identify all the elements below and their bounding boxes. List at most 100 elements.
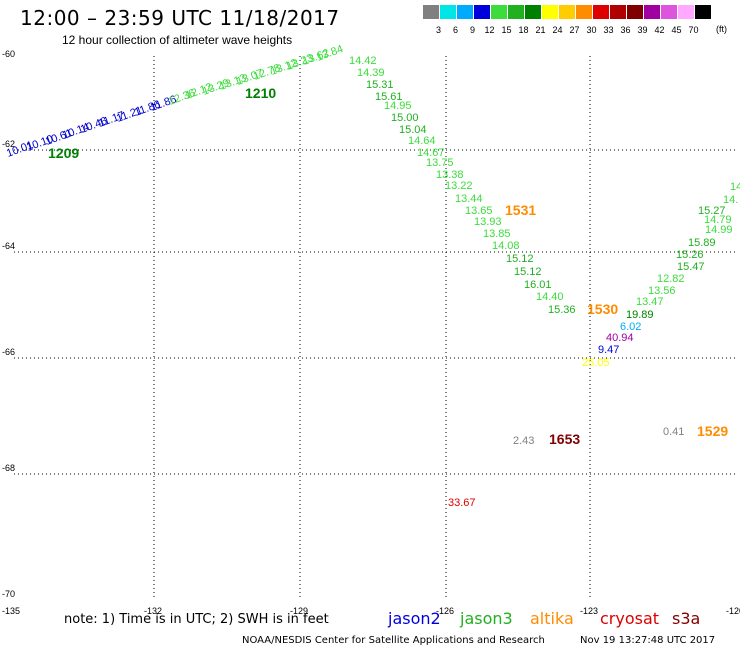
color-scale-swatch: [626, 5, 643, 19]
wave-height-value: 14.: [730, 181, 740, 193]
wave-height-value: 13.75: [426, 157, 454, 169]
wave-height-value: 14.99: [705, 224, 733, 236]
wave-height-value: 13.22: [445, 180, 473, 192]
wave-height-value: 14.: [723, 194, 738, 206]
wave-height-value: 13.85: [483, 228, 511, 240]
color-scale-swatch: [660, 5, 677, 19]
longitude-label: -135: [2, 606, 20, 616]
color-scale-swatch: [592, 5, 609, 19]
wave-height-value: 16.01: [524, 279, 552, 291]
wave-height-value: 2.43: [513, 435, 534, 447]
color-scale-label: 27: [569, 25, 580, 35]
wave-height-value: 14.39: [357, 67, 385, 79]
latitude-label: -70: [2, 589, 15, 599]
wave-height-value: 14.64: [408, 135, 436, 147]
color-scale-label: 15: [501, 25, 512, 35]
color-scale-label: 6: [452, 25, 458, 35]
wave-height-value: 25.05: [582, 357, 610, 369]
credit-line: NOAA/NESDIS Center for Satellite Applica…: [242, 635, 545, 646]
color-scale-label: 39: [637, 25, 648, 35]
map-title: 12:00 – 23:59 UTC 11/18/2017: [20, 6, 340, 30]
longitude-label: -126: [436, 606, 454, 616]
longitude-label: -123: [580, 606, 598, 616]
color-scale-label: 3: [435, 25, 441, 35]
wave-height-value: 12.82: [657, 273, 685, 285]
pass-time-label: 1653: [549, 431, 580, 447]
color-scale-swatch: [643, 5, 660, 19]
color-scale-swatch: [490, 5, 507, 19]
color-scale-label: 24: [552, 25, 563, 35]
pass-time-label: 1529: [697, 423, 728, 439]
wave-height-value: 33.67: [448, 497, 476, 509]
map-subtitle: 12 hour collection of altimeter wave hei…: [62, 33, 293, 47]
longitude-label: -129: [290, 606, 308, 616]
color-scale-swatch: [694, 5, 711, 19]
satellite-legend-jason3: jason3: [460, 609, 513, 628]
wave-height-value: 19.89: [626, 309, 654, 321]
color-scale-label: 45: [671, 25, 682, 35]
wave-height-value: 40.94: [606, 332, 634, 344]
pass-time-label: 1209: [48, 145, 79, 161]
color-scale-label: 42: [654, 25, 665, 35]
color-scale-label: 30: [586, 25, 597, 35]
color-scale-swatch: [507, 5, 524, 19]
color-scale-unit: (ft): [716, 24, 727, 34]
color-scale-swatch: [609, 5, 626, 19]
pass-time-label: 1530: [587, 301, 618, 317]
color-scale-swatch: [677, 5, 694, 19]
wave-height-value: 14.95: [384, 100, 412, 112]
color-scale-swatch: [541, 5, 558, 19]
wave-height-value: 15.26: [676, 249, 704, 261]
wave-height-value: 15.31: [366, 79, 394, 91]
color-scale-label: 18: [518, 25, 529, 35]
satellite-legend-cryosat: cryosat: [600, 609, 660, 628]
color-scale-label: 33: [603, 25, 614, 35]
color-scale-label: 9: [469, 25, 475, 35]
wave-height-value: 13.84: [315, 43, 345, 64]
latitude-label: -68: [2, 463, 15, 473]
color-scale-swatch: [422, 5, 439, 19]
latitude-label: -62: [2, 139, 15, 149]
wave-height-value: 13.93: [474, 216, 502, 228]
map-grid: [14, 56, 736, 600]
map-labels: -60 -62 -64 -66 -68 -70 -135 -132 -129 -126 -123 -1…: [2, 43, 740, 616]
wave-height-value: 14.42: [349, 55, 377, 67]
wave-height-value: 0.41: [663, 426, 684, 438]
generated-timestamp: Nov 19 13:27:48 UTC 2017: [580, 635, 716, 646]
wave-height-value: 15.04: [399, 124, 427, 136]
wave-height-value: 14.08: [492, 240, 520, 252]
satellite-legend-jason2: jason2: [388, 609, 441, 628]
wave-height-value: 13.44: [455, 193, 483, 205]
wave-height-value: 15.47: [677, 261, 705, 273]
satellite-legend-altika: altika: [530, 609, 574, 628]
color-scale-swatch: [473, 5, 490, 19]
latitude-label: -66: [2, 347, 15, 357]
color-scale-swatch: [524, 5, 541, 19]
color-scale-swatch: [575, 5, 592, 19]
satellite-legend-s3a: s3a: [672, 609, 701, 628]
wave-height-value: 15.27: [698, 205, 726, 217]
wave-height-value: 15.00: [391, 112, 419, 124]
color-scale-swatch: [439, 5, 456, 19]
color-scale-label: 21: [535, 25, 546, 35]
longitude-label: -120: [726, 606, 740, 616]
wave-height-value: 13.47: [636, 296, 664, 308]
footer-note: note: 1) Time is in UTC; 2) SWH is in fe…: [64, 612, 329, 627]
color-scale-swatch: [558, 5, 575, 19]
color-scale-swatch: [456, 5, 473, 19]
color-scale-label: 36: [620, 25, 631, 35]
color-scale-label: 12: [484, 25, 495, 35]
wave-height-value: 14.67: [417, 147, 445, 159]
wave-height-value: 14.79: [704, 214, 732, 226]
wave-height-value: 15.36: [548, 304, 576, 316]
wave-height-value: 9.47: [598, 344, 619, 356]
wave-height-value: 14.40: [536, 291, 564, 303]
color-scale-label: 70: [688, 25, 699, 35]
wave-height-value: 13.56: [648, 285, 676, 297]
pass-time-label: 1531: [505, 202, 536, 218]
wave-height-value: 15.12: [506, 253, 534, 265]
wave-height-value: 13.38: [436, 169, 464, 181]
latitude-label: -64: [2, 241, 15, 251]
wave-height-value: 15.89: [688, 237, 716, 249]
